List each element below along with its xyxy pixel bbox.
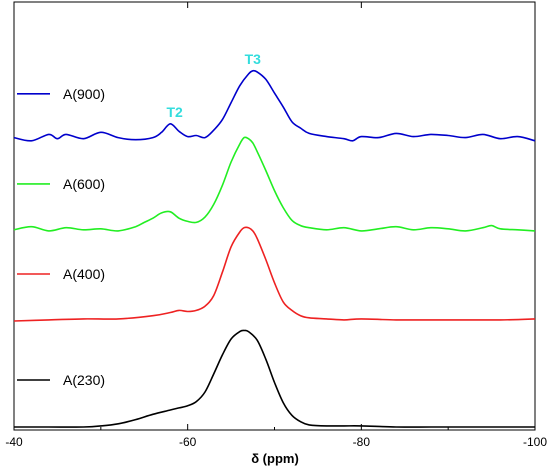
legend-label-A(230): A(230)	[63, 372, 105, 388]
plot-frame	[13, 1, 536, 431]
annotation-T3: T3	[245, 51, 262, 67]
legend-label-A(400): A(400)	[63, 266, 105, 282]
x-axis-title: δ (ppm)	[251, 451, 299, 466]
x-tick-label--60: -60	[179, 435, 197, 449]
legend-label-A(600): A(600)	[63, 176, 105, 192]
series-line-A(600)	[13, 136, 536, 232]
annotation-T2: T2	[166, 104, 183, 120]
x-tick-label--40: -40	[5, 435, 23, 449]
legend-label-A(900): A(900)	[63, 86, 105, 102]
series-line-A(230)	[14, 329, 535, 428]
x-tick-label--100: -100	[523, 435, 547, 449]
series-line-A(900)	[13, 69, 536, 142]
series-line-A(400)	[13, 226, 536, 322]
annotations-group: T2 T3	[166, 51, 261, 120]
traces-group	[13, 69, 536, 428]
legend-group: A(900) A(600) A(400) A(230)	[17, 86, 105, 388]
x-tick-label--80: -80	[353, 435, 371, 449]
x-axis: -40 -60 -80 -100	[5, 2, 547, 449]
